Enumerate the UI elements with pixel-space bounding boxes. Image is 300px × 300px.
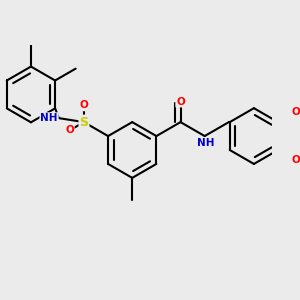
- Text: NH: NH: [40, 113, 58, 123]
- Text: O: O: [80, 100, 88, 110]
- Text: O: O: [65, 125, 74, 136]
- Text: S: S: [80, 116, 88, 129]
- Text: NH: NH: [197, 138, 214, 148]
- Text: O: O: [176, 97, 185, 106]
- Text: O: O: [292, 155, 300, 166]
- Text: O: O: [292, 107, 300, 117]
